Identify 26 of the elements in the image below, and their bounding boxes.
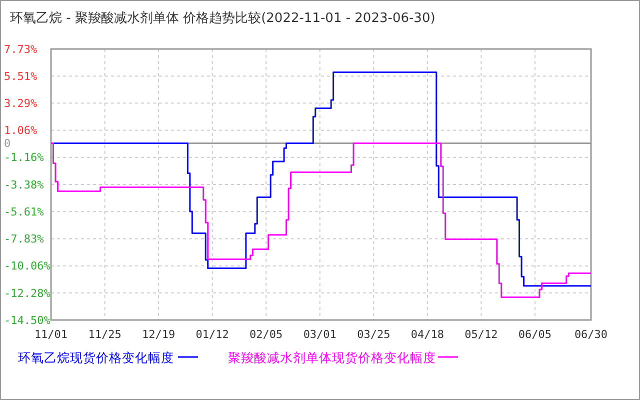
x-tick-label: 02/05	[250, 328, 283, 341]
x-tick-label: 04/18	[410, 328, 444, 341]
x-tick-label: 11/01	[34, 328, 68, 341]
y-tick-label: 7.73%	[4, 42, 38, 56]
y-tick-label: -3.38%	[4, 178, 44, 192]
y-tick-label: 0	[4, 137, 11, 150]
x-tick-label: 06/05	[518, 328, 552, 341]
y-tick-label: -1.16%	[4, 151, 44, 164]
x-tick-label: 03/01	[303, 328, 336, 341]
x-tick-label: 12/19	[142, 328, 176, 341]
x-tick-label: 11/25	[88, 328, 122, 341]
y-tick-label: 5.51%	[4, 70, 38, 83]
x-tick-label: 05/12	[464, 328, 498, 341]
y-tick-label: 1.06%	[4, 124, 38, 138]
y-tick-label: -10.06%	[4, 260, 51, 273]
y-tick-label: -12.28%	[4, 286, 51, 300]
x-tick-label: 01/12	[196, 328, 229, 341]
x-tick-label: 06/30	[574, 328, 608, 341]
y-tick-label: -7.83%	[4, 232, 44, 246]
y-tick-label: -5.61%	[4, 205, 44, 218]
legend-label: 聚羧酸减水剂单体现货价格变化幅度	[228, 350, 436, 365]
y-tick-label: 3.29%	[4, 96, 38, 110]
legend-label: 环氧乙烷现货价格变化幅度	[18, 350, 174, 365]
chart-title: 环氧乙烷 - 聚羧酸减水剂单体 价格趋势比较(2022-11-01 - 2023-06-30)	[10, 10, 436, 26]
x-tick-label: 03/25	[357, 328, 390, 341]
y-tick-label: -14.50%	[4, 314, 51, 327]
